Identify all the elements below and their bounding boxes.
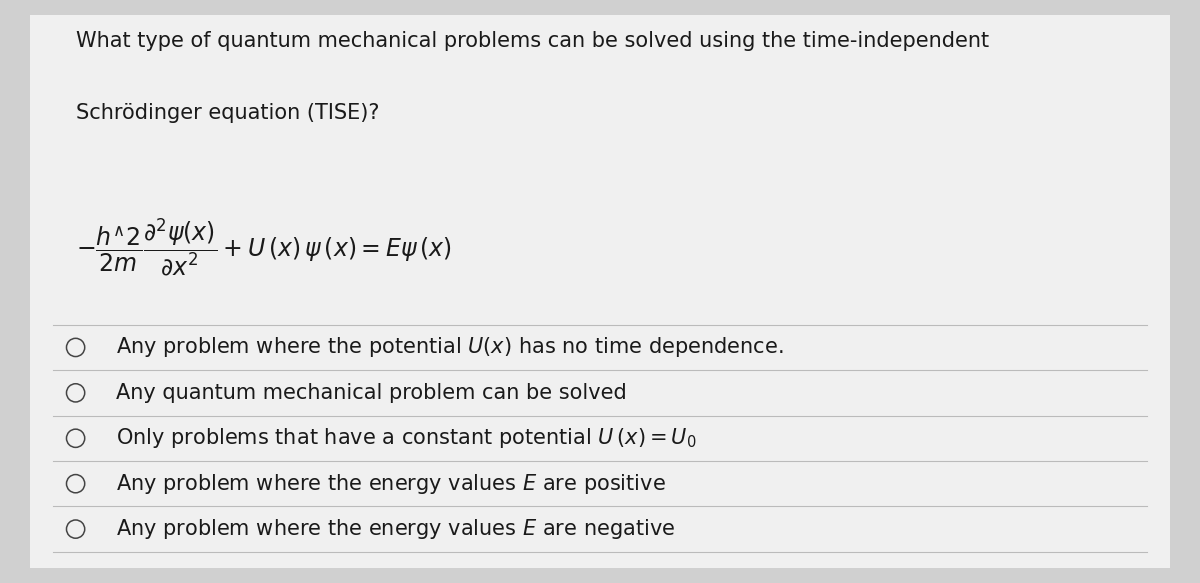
Text: Any problem where the potential $U(x)$ has no time dependence.: Any problem where the potential $U(x)$ h… (115, 335, 784, 360)
Text: What type of quantum mechanical problems can be solved using the time-independen: What type of quantum mechanical problems… (76, 31, 989, 51)
Text: Only problems that have a constant potential $U\,(x) = U_0$: Only problems that have a constant poten… (115, 426, 696, 450)
Text: Schrödinger equation (TISE)?: Schrödinger equation (TISE)? (76, 103, 379, 123)
Text: Any quantum mechanical problem can be solved: Any quantum mechanical problem can be so… (115, 383, 626, 403)
Text: Any problem where the energy values $E$ are positive: Any problem where the energy values $E$ … (115, 472, 665, 496)
Text: Any problem where the energy values $E$ are negative: Any problem where the energy values $E$ … (115, 517, 674, 541)
Text: $-\dfrac{h^{\wedge}2}{2m}\dfrac{\partial^{2}\psi(x)}{\partial x^{2}} + U\,(x)\,\: $-\dfrac{h^{\wedge}2}{2m}\dfrac{\partial… (76, 216, 451, 278)
